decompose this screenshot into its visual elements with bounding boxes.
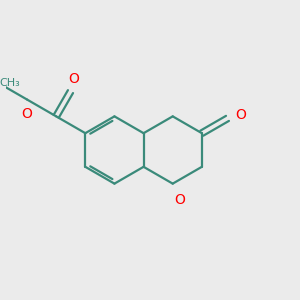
Text: O: O: [22, 107, 32, 121]
Text: O: O: [236, 108, 246, 122]
Text: CH₃: CH₃: [0, 79, 20, 88]
Text: O: O: [174, 193, 185, 207]
Text: O: O: [69, 71, 80, 85]
